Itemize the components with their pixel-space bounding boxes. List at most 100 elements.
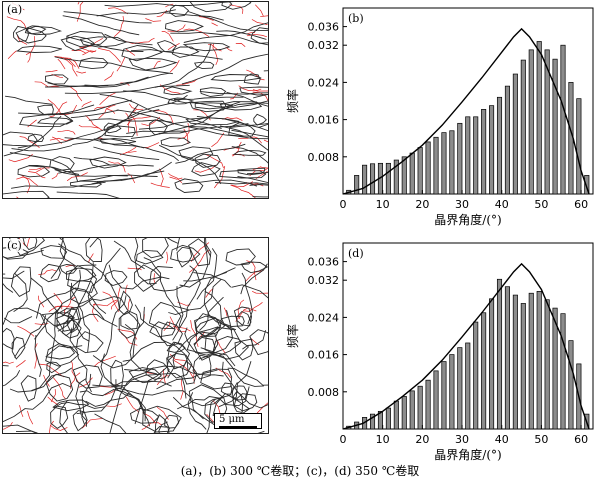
grain-outline <box>166 341 186 353</box>
grain-boundary <box>229 122 268 128</box>
grain-boundary <box>184 327 236 367</box>
grain-boundary <box>183 22 268 43</box>
grain-outline <box>128 57 178 71</box>
y-tick-label: 0.008 <box>308 151 340 164</box>
grain-outline <box>194 313 221 337</box>
bar <box>552 58 558 195</box>
grain-outline <box>17 165 51 178</box>
bar <box>560 313 566 430</box>
bar <box>489 298 495 430</box>
low-angle-boundary <box>18 238 26 246</box>
grain-outline <box>118 290 133 316</box>
grain-boundary <box>64 84 190 95</box>
scale-bar: 5 μm <box>214 413 262 429</box>
grain-boundary <box>45 76 149 88</box>
low-angle-boundary <box>38 295 45 308</box>
grain-boundary <box>58 164 154 174</box>
low-angle-boundary <box>81 418 104 429</box>
grain-boundary <box>116 109 244 137</box>
low-angle-boundary <box>176 78 199 86</box>
grain-boundary <box>227 367 268 386</box>
bar <box>465 116 471 195</box>
grain-outline <box>89 156 127 169</box>
grain-boundary <box>99 93 222 130</box>
bar <box>544 299 550 430</box>
grain-boundary <box>9 367 73 393</box>
low-angle-boundary <box>215 367 232 379</box>
x-tick-label: 50 <box>534 433 548 446</box>
low-angle-boundary <box>246 33 268 38</box>
grain-boundary <box>55 313 118 328</box>
low-angle-boundary <box>230 184 252 196</box>
bar <box>409 152 415 195</box>
bar <box>520 59 526 195</box>
bar <box>528 49 534 195</box>
grain-boundary <box>3 283 14 293</box>
grain-boundary <box>179 238 209 288</box>
bar <box>417 147 423 195</box>
low-angle-boundary <box>255 4 264 17</box>
grain-outline <box>39 263 61 283</box>
grain-outline <box>52 399 90 412</box>
low-angle-boundary <box>134 37 155 44</box>
low-angle-boundary <box>183 28 210 37</box>
grain-boundary <box>198 354 264 387</box>
grain-boundary <box>179 265 201 329</box>
low-angle-boundary <box>57 129 76 135</box>
grain-outline <box>142 238 169 259</box>
grain-boundary <box>188 11 268 32</box>
low-angle-boundary <box>29 167 42 171</box>
grain-boundary <box>70 282 90 353</box>
grain-outline <box>170 244 201 263</box>
grain-outline <box>182 42 231 52</box>
grain-boundary <box>34 334 42 378</box>
grain-boundary <box>134 304 189 371</box>
low-angle-boundary <box>153 273 156 284</box>
grain-outline <box>49 156 75 171</box>
low-angle-boundary <box>127 173 136 184</box>
grain-outline <box>45 345 76 360</box>
grain-boundary <box>64 137 179 162</box>
grain-outline <box>161 321 183 347</box>
grain-outline <box>232 149 267 156</box>
grain-boundary <box>156 369 218 390</box>
low-angle-boundary <box>49 137 75 142</box>
grain-boundary-image-a <box>3 2 268 198</box>
grain-boundary <box>59 238 97 267</box>
grain-outline <box>171 46 200 58</box>
low-angle-boundary <box>125 396 139 412</box>
grain-outline <box>46 361 62 374</box>
low-angle-boundary <box>110 286 121 310</box>
grain-outline <box>239 86 268 96</box>
y-axis-label: 频率 <box>285 324 300 348</box>
grain-boundary <box>3 424 36 433</box>
low-angle-boundary <box>159 168 164 187</box>
grain-outline <box>50 405 69 429</box>
y-tick-label: 0.024 <box>308 311 340 324</box>
grain-boundary <box>3 270 25 279</box>
grain-boundary <box>249 184 268 186</box>
grain-boundary <box>172 396 216 426</box>
grain-outline <box>236 310 252 332</box>
grain-outline <box>66 31 108 48</box>
grain-boundary <box>124 365 224 377</box>
grain-outline <box>3 131 38 147</box>
grain-boundary <box>134 238 157 285</box>
grain-outline <box>70 280 98 305</box>
low-angle-boundary <box>245 270 264 282</box>
grain-boundary <box>104 33 153 46</box>
grain-outline <box>134 264 162 292</box>
low-angle-boundary <box>222 117 243 121</box>
low-angle-boundary <box>125 284 128 293</box>
grain-outline <box>234 338 254 361</box>
bar <box>401 156 407 195</box>
low-angle-boundary <box>36 167 50 173</box>
bar <box>528 292 534 430</box>
grain-boundary <box>61 296 128 317</box>
x-tick-label: 40 <box>495 198 509 211</box>
low-angle-boundary <box>104 389 117 396</box>
low-angle-boundary <box>17 325 35 337</box>
low-angle-boundary <box>82 50 96 56</box>
grain-boundary <box>15 430 39 433</box>
grain-boundary <box>183 271 227 282</box>
